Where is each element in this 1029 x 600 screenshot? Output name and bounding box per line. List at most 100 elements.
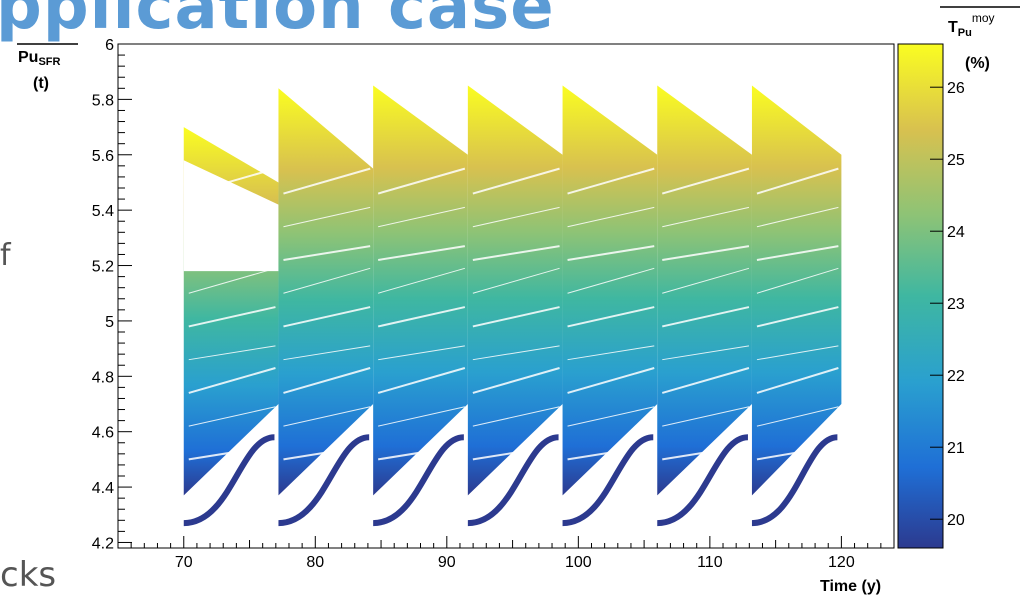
x-tick-label: 120 — [828, 554, 855, 571]
plot-frame — [117, 43, 895, 549]
cycle-strand — [756, 167, 839, 195]
cycle-strand — [567, 245, 655, 261]
cycle-strand — [662, 206, 750, 228]
cycle-strand — [188, 345, 276, 361]
colorbar-tick-label: 23 — [947, 296, 965, 313]
cycle-gap-curve — [562, 418, 654, 509]
cycle-gap-curve — [372, 418, 465, 509]
cycle-strand — [756, 306, 839, 328]
cycle-strand — [662, 245, 750, 261]
y-tick-label: 5.6 — [92, 148, 114, 165]
data-bands — [183, 85, 842, 527]
cycle-gap-curve — [278, 418, 370, 509]
slide-side-fragment: f — [0, 238, 11, 273]
cycle-strand — [661, 367, 750, 394]
cycle-strand — [567, 367, 655, 394]
slide-bullet-fragment: cks — [0, 555, 57, 595]
cycle-strand — [662, 444, 750, 461]
cycle-strand — [756, 406, 839, 427]
cycle-gap-curve — [467, 418, 559, 509]
cycle-strand — [283, 367, 371, 394]
cycle-strand — [283, 267, 371, 294]
cycle-strand — [567, 267, 655, 294]
cycle-strand — [567, 406, 655, 427]
colorbar-tick-label: 26 — [947, 80, 965, 97]
x-tick-label: 110 — [697, 554, 723, 571]
cycle-strand — [378, 245, 466, 261]
cycle-strand — [283, 444, 371, 461]
cycle-strand — [756, 206, 839, 228]
cycle-strand — [472, 167, 560, 195]
cycle-strand — [661, 167, 750, 195]
cycle-strand — [756, 444, 839, 461]
cycle-strand — [662, 406, 750, 427]
colorbar-tick-label: 22 — [947, 368, 965, 385]
cycle-strand — [377, 306, 466, 328]
cycle-strand — [377, 367, 466, 394]
cycle-strand — [283, 406, 371, 427]
cycle-strand — [283, 245, 371, 261]
cycle-strand — [188, 406, 276, 427]
cycle-strand — [188, 267, 276, 294]
y-tick-label: 4.2 — [92, 535, 114, 552]
cycle-low-curve-6 — [656, 434, 749, 527]
cycle-strand — [756, 267, 839, 294]
cycle-strand — [756, 367, 839, 394]
colorbar-unit: (%) — [965, 55, 990, 72]
y-axis-ticks: 4.2 4.4 4.6 4.8 5 5.2 5.4 5.6 5.8 6 — [92, 37, 132, 552]
cycle-strand — [472, 406, 560, 427]
y-tick-label: 5 — [105, 314, 114, 331]
y-tick-label: 4.6 — [92, 425, 114, 442]
cycle-strand — [378, 267, 465, 294]
x-tick-label: 70 — [175, 554, 193, 571]
x-tick-label: 90 — [438, 554, 456, 571]
cycle-low-curve-4 — [467, 434, 560, 527]
y-axis-label: PuSFR — [18, 49, 61, 68]
cycle-strand — [472, 306, 560, 328]
colorbar-tick-label: 21 — [947, 440, 965, 457]
cycle-strand — [188, 206, 276, 228]
cycle-strand — [567, 345, 655, 361]
cycle-strand — [472, 444, 560, 461]
cycle-strand — [662, 345, 750, 361]
cycle-strand — [472, 206, 560, 228]
x-axis-ticks: 70 80 90 100 110 120 — [130, 536, 895, 571]
y-tick-label: 5.4 — [92, 203, 114, 220]
cycle-strand — [472, 345, 560, 361]
cycle-strand — [756, 345, 839, 361]
colorbar-title: TPumoy — [948, 11, 995, 39]
x-tick-label: 80 — [306, 554, 324, 571]
cycle-strand — [378, 206, 465, 228]
colorbar-ticks: 20 21 22 23 24 25 26 — [930, 80, 965, 529]
cycle-strand — [188, 245, 276, 261]
cycle-strand — [662, 306, 750, 328]
cycle-strand — [567, 167, 655, 195]
cycle-strand — [283, 345, 371, 361]
cycle-low-curve-1 — [183, 434, 275, 527]
cycle-strand — [378, 444, 466, 461]
cycle-strand — [472, 245, 560, 261]
slide-title-fragment: pplication case — [0, 0, 555, 44]
cycle-gap-curve — [657, 418, 749, 509]
cycle-strand — [378, 345, 465, 361]
cycle-strand — [377, 167, 466, 195]
y-tick-label: 4.8 — [92, 369, 114, 386]
cycle-strand — [188, 367, 276, 394]
cycle-band-2 — [278, 88, 374, 496]
cycle-strand — [188, 444, 276, 461]
cycle-strand — [283, 206, 371, 228]
cycle-strand — [378, 406, 465, 427]
y-tick-label: 4.4 — [92, 480, 114, 497]
cycle-low-curve-5 — [562, 434, 654, 527]
cycle-strand — [472, 267, 560, 294]
colorbar — [897, 43, 944, 549]
cycle-low-curve-2 — [278, 434, 370, 527]
cycle-low-curve-7 — [751, 434, 838, 527]
cycle-strand — [188, 167, 276, 195]
cycle-low-curve-3 — [372, 434, 465, 527]
cycle-strand — [283, 167, 371, 195]
cycle-strand — [756, 245, 839, 261]
y-axis-unit: (t) — [33, 75, 49, 92]
cycle-gap-curve — [183, 418, 275, 509]
